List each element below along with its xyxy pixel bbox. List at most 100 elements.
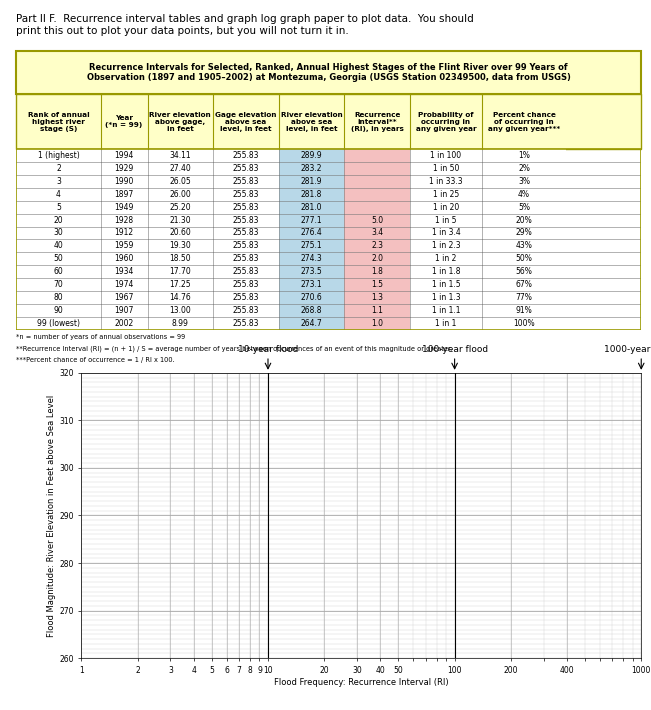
Text: 5%: 5%	[518, 202, 530, 212]
Bar	[279, 226, 344, 239]
Text: 17.25: 17.25	[169, 280, 191, 289]
Text: 27.40: 27.40	[169, 164, 191, 173]
Bar	[101, 214, 148, 226]
Bar	[279, 162, 344, 175]
Text: 1.5: 1.5	[371, 280, 383, 289]
Text: 273.5: 273.5	[301, 268, 322, 276]
Text: River elevation
above sea
level, in feet: River elevation above sea level, in feet	[281, 111, 342, 131]
Bar	[344, 149, 410, 162]
Bar	[482, 187, 566, 201]
Bar	[279, 201, 344, 214]
Text: 60: 60	[53, 268, 63, 276]
Text: 25.20: 25.20	[169, 202, 191, 212]
Bar	[482, 239, 566, 253]
Text: Part II F.  Recurrence interval tables and graph log graph paper to plot data.  : Part II F. Recurrence interval tables an…	[16, 14, 474, 36]
Text: 255.83: 255.83	[232, 190, 259, 199]
Text: 255.83: 255.83	[232, 151, 259, 160]
Text: 1967: 1967	[115, 293, 133, 302]
Text: 80: 80	[53, 293, 63, 302]
Bar	[344, 214, 410, 226]
Text: 2002: 2002	[115, 320, 133, 328]
Bar	[148, 162, 213, 175]
Bar	[482, 226, 566, 239]
Text: 255.83: 255.83	[232, 202, 259, 212]
Bar	[344, 226, 410, 239]
Bar	[213, 175, 279, 187]
Bar	[16, 226, 101, 239]
Bar	[213, 214, 279, 226]
Text: 50: 50	[53, 254, 63, 263]
Text: Flood Data Table: Flood Data Table	[273, 51, 384, 64]
Bar	[482, 214, 566, 226]
Text: 1%: 1%	[518, 151, 530, 160]
Text: ***Percent chance of occurrence = 1 / RI x 100.: ***Percent chance of occurrence = 1 / RI…	[16, 357, 175, 363]
Bar	[213, 187, 279, 201]
Text: 43%: 43%	[516, 241, 533, 251]
Bar	[344, 266, 410, 278]
Bar	[279, 317, 344, 330]
Bar	[279, 291, 344, 305]
Text: 5.0: 5.0	[371, 216, 383, 224]
X-axis label: Flood Frequency: Recurrence Interval (RI): Flood Frequency: Recurrence Interval (RI…	[274, 677, 449, 687]
Text: 1949: 1949	[115, 202, 133, 212]
Text: 255.83: 255.83	[232, 229, 259, 237]
Text: 5: 5	[56, 202, 61, 212]
Bar	[148, 291, 213, 305]
Text: 1.0: 1.0	[371, 320, 383, 328]
Text: 1994: 1994	[115, 151, 133, 160]
Text: 2%: 2%	[518, 164, 530, 173]
Bar	[279, 149, 344, 162]
Bar	[213, 253, 279, 266]
Bar	[16, 239, 101, 253]
Bar	[279, 214, 344, 226]
Bar	[148, 201, 213, 214]
Bar	[148, 149, 213, 162]
Text: 90: 90	[53, 306, 63, 315]
Text: 8.99: 8.99	[172, 320, 189, 328]
Bar	[213, 278, 279, 291]
Bar	[101, 239, 148, 253]
Text: 274.3: 274.3	[301, 254, 322, 263]
Bar	[344, 239, 410, 253]
Text: 20.60: 20.60	[169, 229, 191, 237]
Bar	[410, 175, 482, 187]
Bar	[213, 305, 279, 317]
Bar	[101, 187, 148, 201]
Text: 1.3: 1.3	[371, 293, 383, 302]
Text: 26.05: 26.05	[169, 177, 191, 186]
Bar	[101, 278, 148, 291]
Text: *n = number of years of annual observations = 99: *n = number of years of annual observati…	[16, 334, 186, 339]
Bar	[344, 305, 410, 317]
Text: 255.83: 255.83	[232, 164, 259, 173]
Bar	[344, 278, 410, 291]
Bar	[410, 278, 482, 291]
Text: 1 in 1.3: 1 in 1.3	[432, 293, 460, 302]
Text: 255.83: 255.83	[232, 177, 259, 186]
Bar	[101, 175, 148, 187]
Bar	[410, 317, 482, 330]
Text: 30: 30	[53, 229, 63, 237]
Text: 67%: 67%	[516, 280, 533, 289]
Text: 20%: 20%	[516, 216, 533, 224]
Text: 1907: 1907	[115, 306, 133, 315]
Text: 268.8: 268.8	[301, 306, 322, 315]
Bar	[482, 253, 566, 266]
Bar	[482, 266, 566, 278]
Bar	[101, 291, 148, 305]
Text: 1 in 20: 1 in 20	[433, 202, 459, 212]
Bar	[16, 291, 101, 305]
Text: 277.1: 277.1	[301, 216, 322, 224]
Bar	[279, 266, 344, 278]
Text: 40: 40	[53, 241, 63, 251]
Bar	[482, 175, 566, 187]
Text: 276.4: 276.4	[301, 229, 322, 237]
Bar	[213, 149, 279, 162]
Text: 26.00: 26.00	[169, 190, 191, 199]
Bar	[148, 175, 213, 187]
Bar	[148, 317, 213, 330]
Text: 56%: 56%	[516, 268, 533, 276]
Text: 1959: 1959	[115, 241, 133, 251]
Bar	[482, 317, 566, 330]
Text: 10-year flood: 10-year flood	[238, 345, 298, 354]
Bar	[482, 291, 566, 305]
